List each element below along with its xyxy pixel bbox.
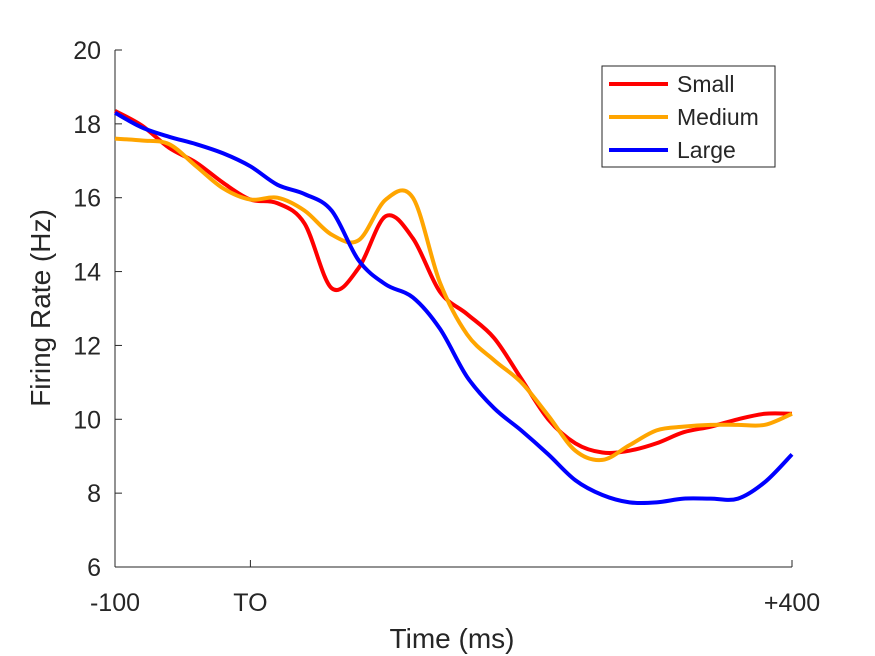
legend-label-medium: Medium bbox=[677, 104, 759, 130]
legend: Small Medium Large bbox=[601, 65, 776, 168]
x-tick-label: TO bbox=[233, 589, 267, 617]
y-tick-label: 6 bbox=[87, 554, 101, 582]
y-tick-label: 10 bbox=[73, 406, 101, 434]
legend-label-large: Large bbox=[677, 137, 736, 163]
y-tick-label: 18 bbox=[73, 111, 101, 139]
y-tick-label: 14 bbox=[73, 259, 101, 287]
legend-label-small: Small bbox=[677, 71, 735, 97]
series-line-medium bbox=[114, 136, 793, 463]
y-tick-label: 20 bbox=[73, 37, 101, 65]
y-tick-label: 16 bbox=[73, 185, 101, 213]
series-lines bbox=[114, 109, 794, 506]
series-line-small bbox=[114, 109, 793, 455]
y-axis-label: Firing Rate (Hz) bbox=[25, 209, 56, 407]
y-tick-label: 8 bbox=[87, 480, 101, 508]
axes: 6 8 10 12 14 16 18 20 -100 TO +400 bbox=[73, 37, 820, 617]
x-axis-label: Time (ms) bbox=[390, 623, 515, 654]
x-tick-label: +400 bbox=[764, 589, 820, 617]
series-line-large bbox=[114, 111, 794, 506]
y-tick-label: 12 bbox=[73, 332, 101, 360]
x-tick-label: -100 bbox=[90, 589, 140, 617]
